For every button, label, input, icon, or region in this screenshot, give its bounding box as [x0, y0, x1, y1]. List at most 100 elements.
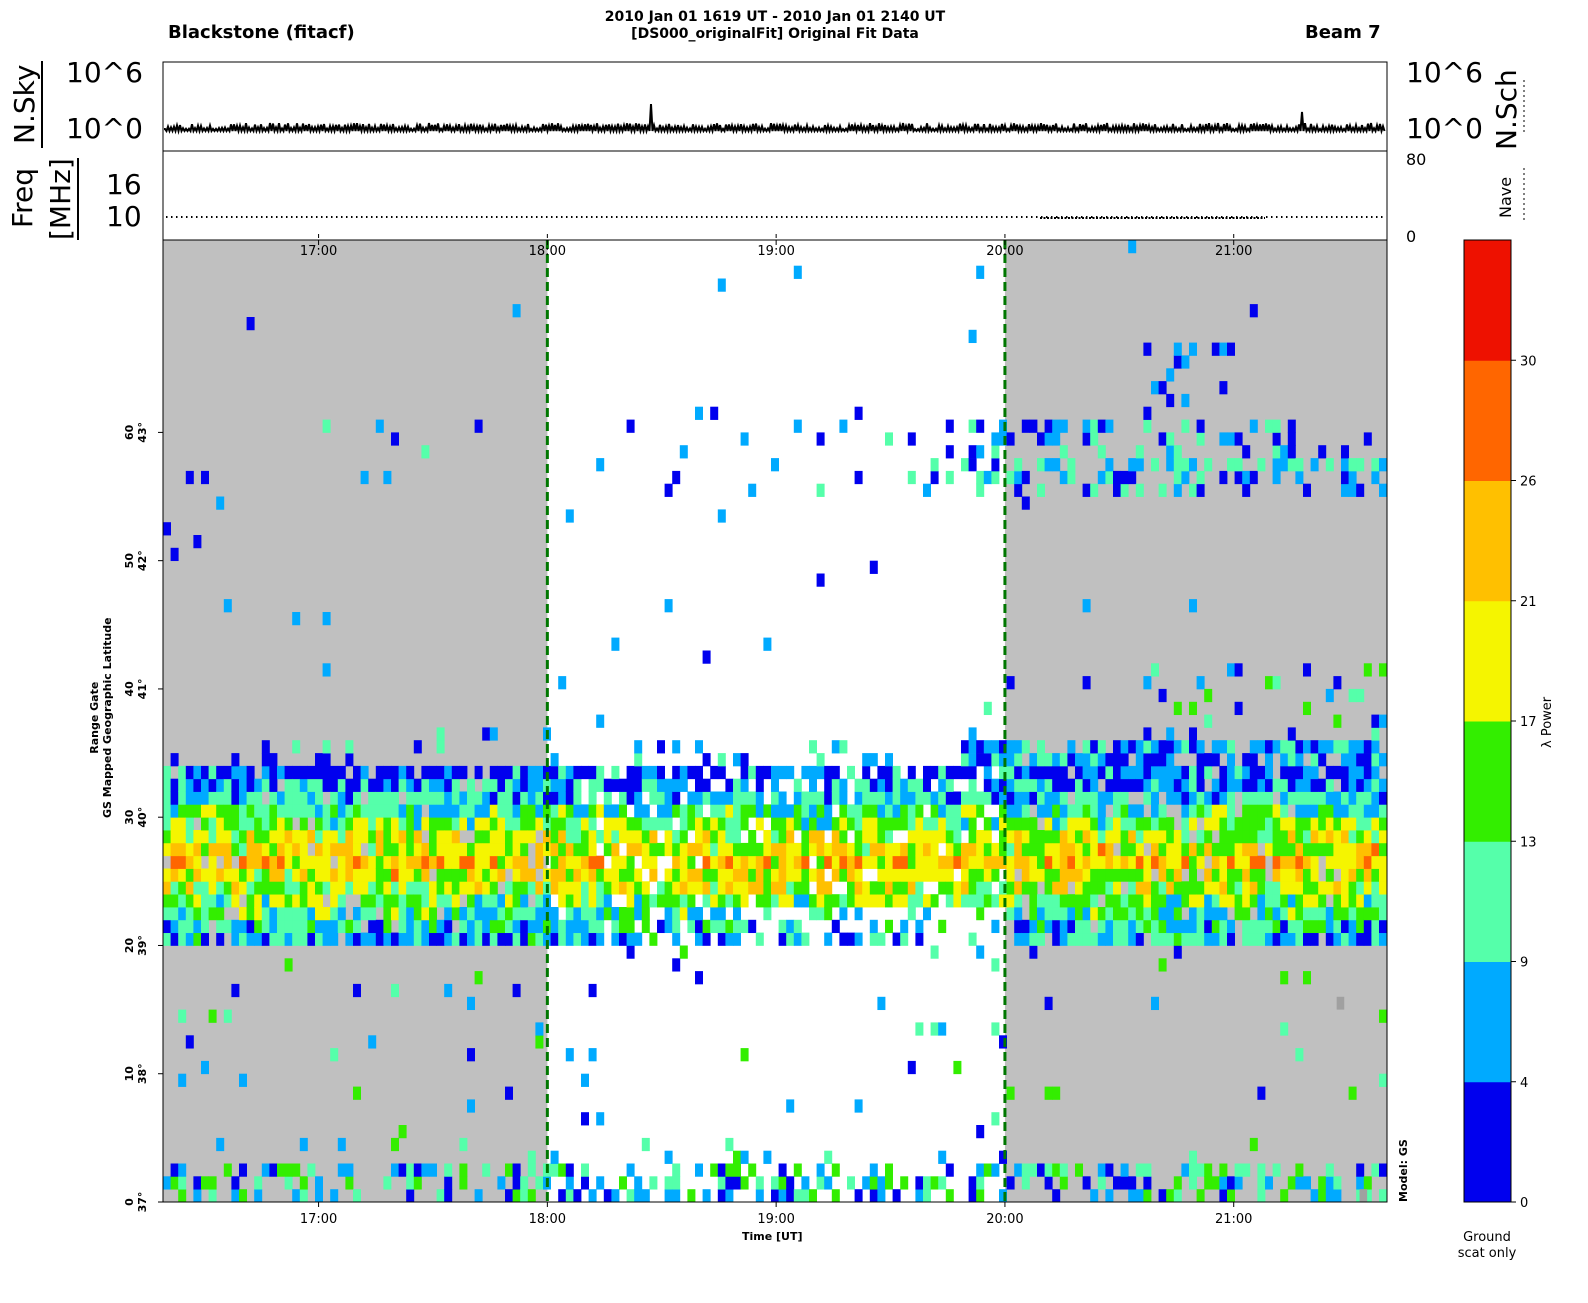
- scatter-cell: [1227, 765, 1235, 780]
- scatter-cell: [581, 881, 589, 895]
- scatter-cell: [953, 791, 962, 805]
- scatter-cell: [322, 753, 331, 767]
- scatter-cell: [375, 868, 384, 882]
- scatter-cell: [254, 830, 263, 844]
- scatter-cell: [307, 855, 316, 869]
- scatter-cell: [185, 868, 194, 882]
- scatter-cell: [1371, 1163, 1380, 1177]
- scatter-cell: [1371, 919, 1380, 934]
- scatter-cell: [976, 945, 985, 959]
- scatter-cell: [877, 881, 886, 895]
- scatter-cell: [459, 765, 468, 780]
- scatter-cell: [1234, 458, 1243, 472]
- scatter-cell: [581, 1073, 589, 1087]
- scatter-cell: [261, 753, 270, 767]
- scatter-cell: [679, 855, 688, 869]
- scatter-cell: [322, 804, 331, 818]
- scatter-cell: [1105, 932, 1114, 946]
- scatter-cell: [831, 740, 840, 754]
- scatter-cell: [999, 830, 1007, 844]
- scatter-cell: [1044, 778, 1053, 792]
- scatter-cell: [1029, 907, 1038, 921]
- scatter-cell: [451, 868, 460, 882]
- scatter-cell: [1287, 791, 1296, 805]
- scatter-cell: [809, 842, 817, 857]
- scatter-cell: [368, 881, 377, 895]
- scatter-cell: [1242, 470, 1251, 485]
- scatter-cell: [375, 894, 384, 908]
- scatter-cell: [679, 868, 688, 882]
- scatter-cell: [619, 804, 627, 818]
- scatter-cell: [1128, 894, 1137, 908]
- scatter-cell: [1295, 881, 1304, 895]
- scatter-cell: [953, 881, 962, 895]
- scatter-cell: [520, 817, 529, 831]
- scatter-cell: [1189, 894, 1197, 908]
- scatter-cell: [695, 804, 703, 818]
- scatter-cell: [292, 791, 301, 805]
- scatter-cell: [847, 817, 855, 831]
- scatter-cell: [626, 855, 635, 869]
- scatter-cell: [869, 804, 878, 818]
- scatter-cell: [1249, 881, 1258, 895]
- scatter-cell: [755, 855, 764, 869]
- scatter-cell: [1333, 881, 1342, 895]
- scatter-cell: [565, 907, 574, 921]
- scatter-cell: [657, 881, 665, 895]
- scatter-cell: [505, 894, 513, 908]
- scatter-cell: [1113, 919, 1121, 934]
- scatter-cell: [900, 842, 909, 857]
- scatter-cell: [1173, 830, 1182, 844]
- scatter-cell: [641, 894, 650, 908]
- scatter-cell: [1318, 817, 1327, 831]
- scatter-cell: [1151, 381, 1159, 395]
- scatter-cell: [178, 1163, 187, 1177]
- scatter-cell: [1075, 1163, 1083, 1177]
- scatter-cell: [535, 1022, 544, 1036]
- scatter-cell: [231, 1189, 240, 1203]
- scatter-cell: [482, 791, 491, 805]
- scatter-cell: [1044, 1176, 1053, 1190]
- scatter-cell: [193, 932, 202, 946]
- scatter-cell: [1310, 907, 1319, 921]
- scatter-cell: [527, 817, 536, 831]
- scatter-cell: [1059, 445, 1068, 459]
- scatter-cell: [1173, 458, 1182, 472]
- scatter-cell: [1310, 804, 1319, 818]
- scatter-cell: [1090, 804, 1099, 818]
- scatter-cell: [1348, 483, 1357, 497]
- scatter-cell: [1143, 419, 1152, 433]
- scatter-cell: [1318, 791, 1327, 805]
- scatter-cell: [603, 817, 612, 831]
- scatter-cell: [451, 830, 460, 844]
- scatter-cell: [1014, 817, 1023, 831]
- scatter-cell: [968, 855, 977, 869]
- scatter-cell: [634, 817, 643, 831]
- scatter-cell: [1158, 907, 1167, 921]
- scatter-cell: [231, 932, 240, 946]
- scatter-cell: [1181, 393, 1190, 408]
- scatter-cell: [277, 919, 285, 934]
- scatter-cell: [976, 1163, 985, 1177]
- scatter-cell: [398, 1163, 407, 1177]
- scatter-cell: [687, 1189, 696, 1203]
- scatter-cell: [900, 804, 909, 818]
- scatter-cell: [603, 804, 612, 818]
- scatter-cell: [1227, 778, 1235, 792]
- scatter-cell: [702, 894, 711, 908]
- scatter-cell: [368, 868, 377, 882]
- scatter-cell: [261, 907, 270, 921]
- scatter-cell: [254, 919, 263, 934]
- scatter-cell: [664, 1189, 673, 1203]
- scatter-cell: [634, 868, 643, 882]
- scatter-cell: [1113, 740, 1121, 754]
- scatter-cell: [353, 817, 361, 831]
- scatter-cell: [641, 842, 650, 857]
- scatter-cell: [831, 855, 840, 869]
- scatter-cell: [1082, 791, 1091, 805]
- scatter-cell: [1059, 830, 1068, 844]
- scatter-cell: [436, 894, 445, 908]
- scatter-cell: [1006, 907, 1015, 921]
- scatter-cell: [1113, 855, 1121, 869]
- scatter-cell: [1348, 470, 1357, 485]
